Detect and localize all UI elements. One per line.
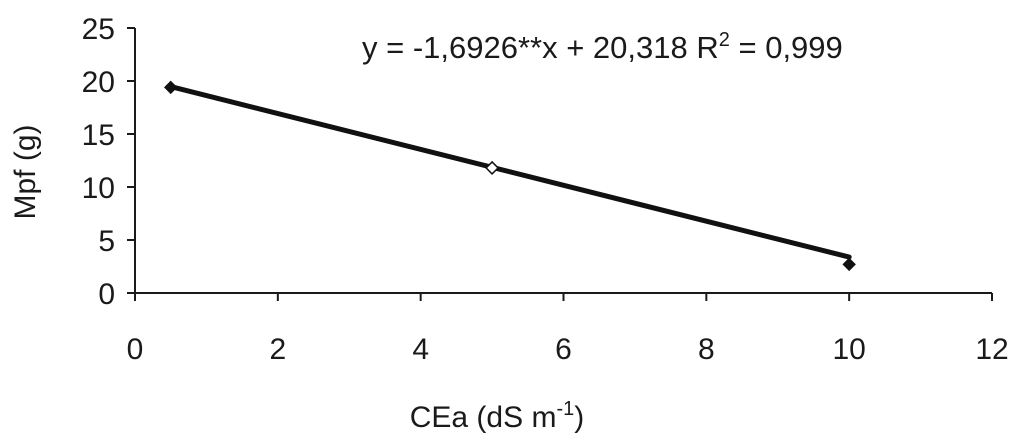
x-tick-label: 8	[698, 333, 715, 366]
y-tick-label: 10	[82, 172, 115, 205]
equation-prefix: y = -1,6926**x + 20,318 R	[362, 30, 719, 65]
x-tick-label: 0	[127, 333, 144, 366]
x-axis-title: CEa (dS m-1)	[410, 398, 585, 434]
y-tick-label: 25	[82, 13, 115, 46]
y-axis-title: Mpf (g)	[9, 124, 42, 219]
x-axis-title-superscript: -1	[556, 398, 574, 420]
equation-superscript: 2	[719, 29, 730, 51]
y-tick-label: 20	[82, 66, 115, 99]
y-tick-label: 0	[98, 278, 115, 311]
ticks-layer: 0 2 4 6 8 10 12 0 5 10 15 20 25	[82, 13, 1009, 366]
trend-line	[168, 84, 852, 260]
data-point	[164, 80, 178, 95]
y-tick-label: 15	[82, 119, 115, 152]
points-layer	[164, 80, 856, 272]
equation-suffix: = 0,999	[730, 30, 843, 65]
trend-layer	[168, 84, 852, 260]
data-point	[485, 160, 500, 175]
x-tick-label: 2	[269, 333, 286, 366]
x-axis-title-close: )	[574, 401, 584, 434]
regression-equation: y = -1,6926**x + 20,318 R2 = 0,999	[362, 29, 843, 65]
x-tick-label: 6	[555, 333, 572, 366]
x-axis-title-text: CEa (dS m	[410, 401, 557, 434]
data-point	[842, 257, 856, 272]
x-tick-label: 4	[412, 333, 429, 366]
y-tick-label: 5	[98, 225, 115, 258]
axes-layer	[134, 28, 992, 294]
x-tick-label: 12	[975, 333, 1008, 366]
x-tick-label: 10	[832, 333, 865, 366]
